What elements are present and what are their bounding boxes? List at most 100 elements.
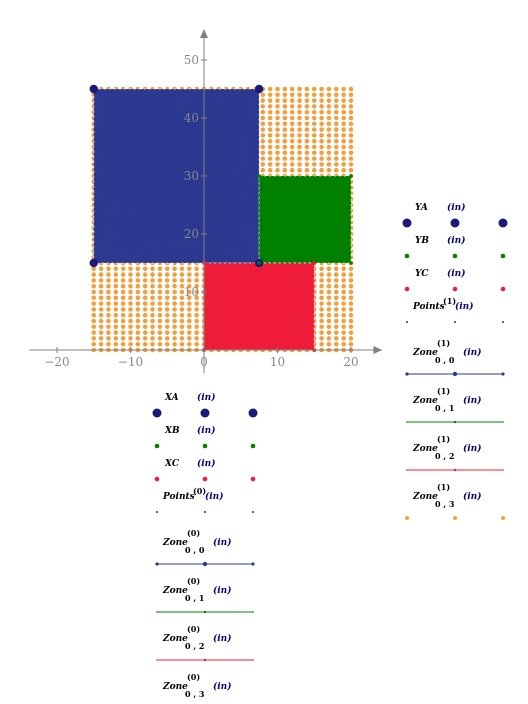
grid-point — [341, 127, 346, 132]
legend-label-xa: XA — [164, 393, 179, 403]
grid-point — [348, 312, 354, 318]
grid-point — [282, 162, 288, 167]
grid-point — [348, 289, 354, 295]
legend-unit: (in) — [213, 585, 231, 596]
grid-point — [289, 98, 295, 103]
grid-point — [172, 312, 177, 318]
grid-point — [135, 289, 141, 295]
grid-point — [326, 318, 332, 324]
grid-point — [348, 330, 354, 335]
grid-point — [113, 295, 119, 301]
grid-point — [334, 266, 339, 272]
grid-point — [282, 115, 288, 121]
grid-point — [128, 312, 133, 318]
legend-zone-sup: (1) — [437, 338, 450, 348]
grid-point — [334, 133, 339, 138]
grid-point — [267, 162, 273, 167]
grid-point — [187, 312, 192, 318]
grid-point — [172, 324, 177, 330]
grid-point — [334, 127, 339, 132]
grid-point — [341, 86, 346, 92]
grid-point — [179, 312, 185, 318]
grid-point — [98, 278, 104, 283]
grid-point — [172, 283, 177, 289]
grid-point — [194, 330, 199, 335]
legend-marker — [250, 476, 256, 482]
grid-point — [128, 301, 133, 306]
x-tick-label: −20 — [44, 355, 69, 369]
grid-point — [319, 133, 324, 138]
grid-point — [120, 295, 126, 301]
grid-point — [150, 324, 155, 330]
grid-point — [275, 150, 280, 156]
grid-point — [164, 283, 170, 289]
legend-marker — [248, 408, 258, 418]
grid-point — [91, 301, 97, 306]
grid-point — [319, 301, 324, 306]
grid-point — [304, 86, 310, 92]
legend-label-zone: Zone — [412, 396, 438, 406]
grid-point — [98, 307, 104, 312]
grid-point — [319, 144, 324, 150]
grid-point — [135, 336, 141, 341]
grid-point — [282, 133, 288, 138]
grid-point — [319, 266, 324, 272]
grid-point — [311, 86, 317, 92]
grid-point — [187, 324, 192, 330]
grid-point — [326, 336, 332, 341]
grid-point — [194, 283, 199, 289]
grid-point — [142, 324, 148, 330]
grid-point — [319, 312, 324, 318]
legend-unit: (in) — [463, 395, 481, 406]
grid-point — [319, 98, 324, 103]
grid-point — [304, 115, 310, 121]
grid-point — [326, 104, 332, 109]
grid-point — [341, 115, 346, 121]
grid-point — [260, 127, 266, 132]
y-tick-label: 30 — [184, 169, 199, 183]
grid-point — [275, 133, 280, 138]
grid-point — [348, 167, 354, 173]
legend-marker — [152, 408, 162, 418]
grid-point — [260, 138, 266, 144]
grid-point — [282, 104, 288, 109]
grid-point — [172, 341, 177, 347]
grid-point — [348, 336, 354, 341]
grid-point — [142, 289, 148, 295]
grid-point — [135, 330, 141, 335]
grid-point — [348, 127, 354, 132]
legend-left: XA (in)XB (in)XC (in)Points(0)(in)Zone(0)0 … — [152, 392, 258, 699]
grid-point — [172, 295, 177, 301]
grid-point — [348, 92, 354, 98]
grid-point — [341, 330, 346, 335]
grid-point — [135, 283, 141, 289]
grid-point — [194, 336, 199, 341]
grid-point — [311, 162, 317, 167]
grid-point — [282, 144, 288, 150]
grid-point — [297, 115, 302, 121]
grid-point — [267, 144, 273, 150]
grid-point — [348, 109, 354, 115]
grid-point — [179, 307, 185, 312]
grid-point — [326, 156, 332, 161]
grid-point — [194, 278, 199, 283]
grid-point — [194, 312, 199, 318]
grid-point — [120, 324, 126, 330]
grid-point — [275, 109, 280, 115]
grid-point — [142, 301, 148, 306]
grid-point — [157, 312, 163, 318]
grid-point — [260, 121, 266, 127]
legend-points-sup: (1) — [443, 296, 456, 306]
legend-marker — [154, 443, 160, 449]
y-tick-label: 50 — [184, 53, 199, 67]
grid-point — [311, 92, 317, 98]
grid-point — [319, 341, 324, 347]
legend-marker — [252, 611, 254, 613]
legend-label-xc: XC — [164, 459, 180, 469]
grid-point — [319, 272, 324, 277]
grid-point — [157, 283, 163, 289]
grid-point — [289, 121, 295, 127]
legend-marker — [500, 253, 506, 259]
grid-point — [106, 336, 111, 341]
legend-zone-sup: (0) — [187, 576, 200, 586]
